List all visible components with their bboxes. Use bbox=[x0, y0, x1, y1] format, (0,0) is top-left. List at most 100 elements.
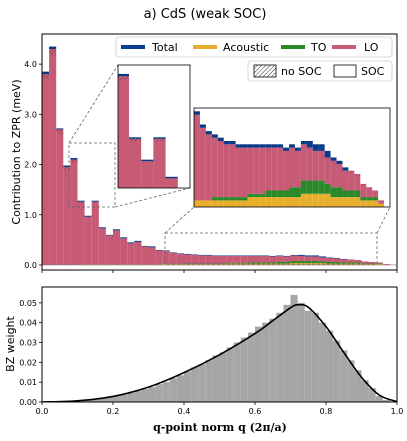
bar-no-soc-hatch bbox=[84, 215, 92, 218]
legend-label-acoustic: Acoustic bbox=[223, 41, 269, 54]
bar-no-soc-hatch bbox=[91, 200, 99, 204]
bz-bar bbox=[226, 347, 234, 402]
bar-acoustic bbox=[235, 200, 242, 207]
bar-acoustic bbox=[368, 263, 376, 265]
bar-lo bbox=[247, 147, 254, 194]
bar-to bbox=[312, 180, 319, 194]
legend-label-to: TO bbox=[310, 41, 327, 54]
bar-lo bbox=[217, 141, 224, 198]
bar-total bbox=[318, 144, 325, 151]
bar-acoustic bbox=[211, 200, 218, 207]
bar-to bbox=[226, 262, 234, 264]
bar-acoustic bbox=[361, 263, 369, 265]
bz-bar bbox=[113, 396, 121, 402]
bar-to bbox=[347, 262, 355, 264]
bar-to bbox=[372, 197, 379, 201]
bar-no-soc-hatch bbox=[134, 240, 142, 242]
bar-lo bbox=[176, 253, 184, 264]
bar-lo bbox=[354, 259, 362, 263]
bz-bar bbox=[198, 364, 206, 402]
bar-to bbox=[253, 193, 260, 198]
bar-to bbox=[247, 193, 254, 198]
bz-bar bbox=[148, 387, 156, 402]
bz-weight-bars bbox=[56, 294, 390, 402]
bz-bar bbox=[219, 352, 227, 402]
bar-no-soc-hatch bbox=[42, 71, 50, 80]
bz-bar bbox=[240, 337, 248, 402]
bar-to bbox=[269, 262, 277, 264]
bar-to bbox=[265, 190, 272, 198]
bar-no-soc-hatch bbox=[223, 141, 230, 144]
bar-no-soc-hatch bbox=[162, 250, 170, 251]
bar-lo bbox=[372, 190, 379, 198]
x-tick-label: 0.4 bbox=[178, 407, 191, 416]
bar-no-soc-hatch bbox=[342, 167, 349, 169]
bar-acoustic bbox=[354, 197, 361, 207]
bar-to bbox=[241, 197, 248, 201]
bz-bar bbox=[255, 326, 263, 402]
bar-to bbox=[360, 197, 367, 201]
bar-to bbox=[262, 262, 270, 264]
bar-acoustic bbox=[289, 197, 295, 207]
bz-bar bbox=[368, 388, 376, 402]
bz-bar bbox=[212, 355, 220, 402]
bar-lo bbox=[191, 254, 199, 264]
bar-to bbox=[342, 190, 349, 198]
bar-to bbox=[271, 190, 278, 198]
bz-bar bbox=[326, 330, 334, 402]
bar-lo bbox=[330, 160, 337, 188]
bar-to bbox=[235, 197, 242, 201]
bz-bar bbox=[184, 371, 192, 402]
bar-no-soc-hatch bbox=[128, 137, 142, 142]
bar-acoustic bbox=[306, 193, 313, 207]
bar-lo bbox=[247, 255, 255, 263]
bar-acoustic bbox=[262, 263, 270, 265]
bar-acoustic bbox=[360, 200, 367, 207]
bar-to bbox=[212, 263, 220, 264]
bar-to bbox=[366, 197, 373, 201]
bz-bar bbox=[361, 380, 369, 402]
bar-to bbox=[340, 262, 348, 264]
bar-no-soc-hatch bbox=[300, 141, 307, 144]
bar-acoustic bbox=[223, 200, 230, 207]
bar-to bbox=[330, 187, 337, 198]
bar-lo bbox=[259, 147, 266, 194]
bar-acoustic bbox=[297, 262, 305, 265]
bar-acoustic bbox=[217, 200, 224, 207]
bar-no-soc-hatch bbox=[211, 134, 218, 138]
bar-lo bbox=[178, 189, 190, 232]
legend-label-lo: LO bbox=[364, 41, 379, 54]
bz-bar bbox=[290, 294, 298, 402]
figure-title: a) CdS (weak SOC) bbox=[144, 7, 267, 22]
bar-to bbox=[217, 197, 224, 201]
bar-to bbox=[361, 263, 369, 264]
bar-lo bbox=[199, 127, 206, 201]
bar-no-soc-hatch bbox=[277, 144, 284, 147]
bar-to bbox=[223, 197, 230, 201]
bar-lo bbox=[240, 255, 248, 263]
x-tick-label: 0.6 bbox=[249, 407, 262, 416]
bar-to bbox=[354, 262, 362, 264]
bz-bar bbox=[191, 367, 199, 402]
bar-lo bbox=[324, 157, 331, 184]
bar-lo bbox=[91, 201, 99, 265]
bar-acoustic bbox=[311, 262, 319, 265]
bar-to bbox=[259, 193, 266, 198]
bar-acoustic bbox=[347, 263, 355, 265]
bar-lo bbox=[306, 147, 313, 181]
x-tick-label: 1.0 bbox=[391, 407, 404, 416]
bar-to bbox=[336, 187, 343, 198]
bar-lo bbox=[269, 256, 277, 263]
bar-acoustic bbox=[277, 197, 284, 207]
bar-acoustic bbox=[375, 263, 383, 265]
bar-no-soc-hatch bbox=[120, 237, 128, 239]
bar-lo bbox=[277, 147, 284, 191]
bar-to bbox=[304, 260, 312, 263]
y-tick-label: 0.00 bbox=[19, 398, 37, 407]
bz-bar bbox=[91, 399, 99, 402]
bar-no-soc-hatch bbox=[199, 124, 206, 128]
bar-acoustic bbox=[333, 263, 341, 265]
bar-lo bbox=[262, 255, 270, 263]
bz-bar bbox=[318, 322, 326, 402]
